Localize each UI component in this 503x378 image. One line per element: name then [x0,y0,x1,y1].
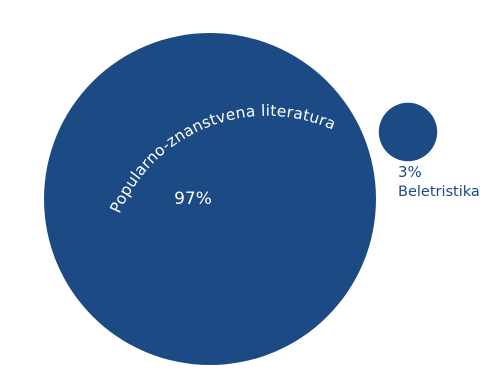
value-beletristika: 3% [398,163,422,181]
value-popularno-znanstvena-literatura: 97% [174,189,212,209]
label-beletristika: Beletristika [398,184,480,200]
circle-beletristika [378,102,438,162]
circle-popularno-znanstvena-literatura [44,33,376,365]
